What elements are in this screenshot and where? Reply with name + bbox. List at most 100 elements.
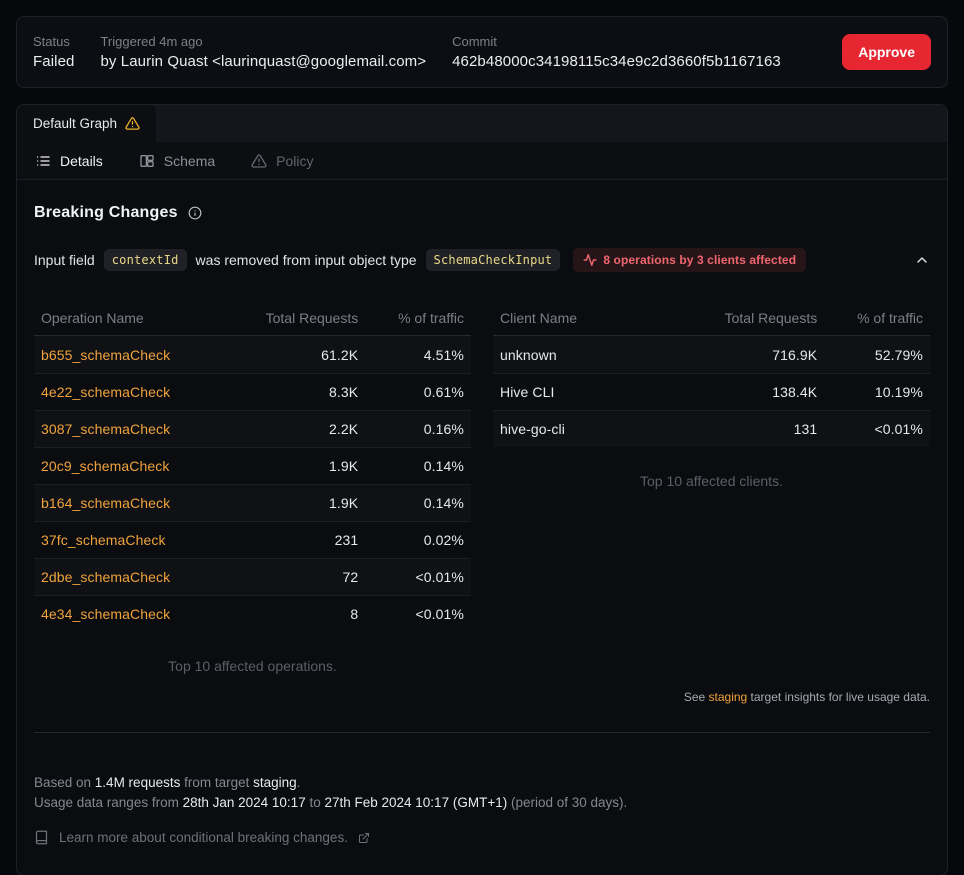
operations-affected-badge: 8 operations by 3 clients affected xyxy=(573,248,807,272)
operation-link[interactable]: 2dbe_schemaCheck xyxy=(41,569,171,585)
target-name: staging xyxy=(253,775,297,790)
operation-link[interactable]: 37fc_schemaCheck xyxy=(41,532,166,548)
check-details-body: Breaking Changes Input field contextId w… xyxy=(17,204,947,865)
graph-tab-strip: Default Graph xyxy=(17,105,947,142)
tab-details[interactable]: Details xyxy=(35,153,103,169)
traffic-percent-cell: 4.51% xyxy=(423,346,464,363)
book-icon xyxy=(34,830,49,845)
table-row: 3087_schemaCheck 2.2K 0.16% xyxy=(34,410,471,447)
operation-link[interactable]: 4e34_schemaCheck xyxy=(41,606,171,622)
table-row: 4e22_schemaCheck 8.3K 0.61% xyxy=(34,373,471,410)
traffic-percent-cell: 10.19% xyxy=(874,384,923,400)
triggered-block: Triggered 4m ago by Laurin Quast <laurin… xyxy=(100,34,426,70)
insights-note: See staging target insights for live usa… xyxy=(34,690,930,704)
tab-schema[interactable]: Schema xyxy=(139,153,215,169)
policy-warning-icon xyxy=(251,153,267,169)
column-header: % of traffic xyxy=(857,309,923,326)
schema-icon xyxy=(139,153,155,169)
graph-warning-icon xyxy=(125,116,140,131)
client-name-cell: hive-go-cli xyxy=(500,421,565,437)
traffic-percent-cell: 52.79% xyxy=(874,346,923,363)
based-on-line: Based on 1.4M requests from target stagi… xyxy=(34,773,930,793)
graph-tab-label: Default Graph xyxy=(33,116,118,131)
breaking-change-accordion-row[interactable]: Input field contextId was removed from i… xyxy=(34,248,930,272)
total-requests-cell: 231 xyxy=(334,532,359,548)
traffic-percent-cell: 0.14% xyxy=(423,495,464,511)
status-block: Status Failed xyxy=(33,34,74,70)
affected-badge-label: 8 operations by 3 clients affected xyxy=(603,253,797,267)
change-type-code: SchemaCheckInput xyxy=(425,249,561,271)
total-requests-cell: 61.2K xyxy=(321,346,359,363)
traffic-percent-cell: 0.61% xyxy=(423,384,464,400)
table-row: hive-go-cli 131 <0.01% xyxy=(493,410,930,447)
footer-divider xyxy=(34,732,930,733)
status-label: Status xyxy=(33,34,70,49)
commit-value: 462b48000c34198115c34e9c2d3660f5b1167163 xyxy=(452,53,781,70)
clients-table-body: unknown 716.9K 52.79% Hive CLI 138.4K 10… xyxy=(493,336,930,447)
range-prefix-text: Usage data ranges from xyxy=(34,795,183,810)
total-requests-cell: 72 xyxy=(342,569,359,585)
table-row: 20c9_schemaCheck 1.9K 0.14% xyxy=(34,447,471,484)
change-text-prefix: Input field xyxy=(34,252,95,268)
range-start-date: 28th Jan 2024 10:17 xyxy=(182,795,306,810)
date-range-line: Usage data ranges from 28th Jan 2024 10:… xyxy=(34,793,930,813)
column-header: % of traffic xyxy=(398,309,464,326)
total-requests-cell: 1.9K xyxy=(329,458,359,474)
external-link-icon xyxy=(358,832,370,844)
triggered-label: Triggered 4m ago xyxy=(100,34,203,49)
learn-more-label: Learn more about conditional breaking ch… xyxy=(59,830,348,845)
operation-link[interactable]: b164_schemaCheck xyxy=(41,495,171,511)
learn-more-link[interactable]: Learn more about conditional breaking ch… xyxy=(34,830,930,845)
operations-table: Operation Name Total Requests % of traff… xyxy=(34,300,471,632)
column-header: Total Requests xyxy=(724,309,818,326)
clients-table-header: Client Name Total Requests % of traffic xyxy=(493,300,930,336)
insights-note-suffix: target insights for live usage data. xyxy=(747,690,930,704)
clients-table-wrap: Client Name Total Requests % of traffic … xyxy=(493,300,930,674)
commit-label: Commit xyxy=(452,34,497,49)
chevron-up-icon[interactable] xyxy=(914,252,930,268)
total-requests-cell: 8.3K xyxy=(329,384,359,400)
from-target-text: from target xyxy=(180,775,254,790)
tab-default-graph[interactable]: Default Graph xyxy=(17,105,157,142)
table-row: b164_schemaCheck 1.9K 0.14% xyxy=(34,484,471,521)
staging-target-link[interactable]: staging xyxy=(708,690,748,704)
total-requests-cell: 1.9K xyxy=(329,495,359,511)
insights-note-prefix: See xyxy=(683,690,709,704)
total-requests-cell: 138.4K xyxy=(772,384,818,400)
usage-tables: Operation Name Total Requests % of traff… xyxy=(34,300,930,674)
range-period-text: (period of 30 days). xyxy=(507,795,628,810)
operation-link[interactable]: 20c9_schemaCheck xyxy=(41,458,170,474)
operation-link[interactable]: b655_schemaCheck xyxy=(41,346,171,363)
range-end-date: 27th Feb 2024 10:17 (GMT+1) xyxy=(324,795,508,810)
based-on-text: Based on xyxy=(34,775,95,790)
column-header: Operation Name xyxy=(41,309,144,326)
approve-button[interactable]: Approve xyxy=(842,33,931,71)
operation-link[interactable]: 3087_schemaCheck xyxy=(41,421,171,437)
tab-schema-label: Schema xyxy=(163,152,216,169)
tab-policy-label: Policy xyxy=(276,152,314,169)
commit-block: Commit 462b48000c34198115c34e9c2d3660f5b… xyxy=(452,34,816,70)
tab-policy[interactable]: Policy xyxy=(251,152,314,169)
request-count: 1.4M requests xyxy=(94,775,181,790)
traffic-percent-cell: <0.01% xyxy=(874,421,923,437)
clients-table-note: Top 10 affected clients. xyxy=(640,473,783,489)
usage-summary: Based on 1.4M requests from target stagi… xyxy=(34,773,930,813)
table-row: b655_schemaCheck 61.2K 4.51% xyxy=(34,336,471,373)
total-requests-cell: 2.2K xyxy=(329,421,359,437)
table-row: 4e34_schemaCheck 8 <0.01% xyxy=(34,595,471,632)
triggered-value: by Laurin Quast <laurinquast@googlemail.… xyxy=(100,53,427,70)
tab-details-label: Details xyxy=(60,152,103,169)
table-row: unknown 716.9K 52.79% xyxy=(493,336,930,373)
schema-check-card: Default Graph Details Schema xyxy=(16,104,948,875)
total-requests-cell: 131 xyxy=(793,421,818,437)
operation-link[interactable]: 4e22_schemaCheck xyxy=(41,384,171,400)
change-text-middle: was removed from input object type xyxy=(195,252,417,268)
activity-icon xyxy=(583,253,597,267)
operations-table-wrap: Operation Name Total Requests % of traff… xyxy=(34,300,471,674)
operations-table-header: Operation Name Total Requests % of traff… xyxy=(34,300,471,336)
traffic-percent-cell: <0.01% xyxy=(415,606,464,622)
clients-table: Client Name Total Requests % of traffic … xyxy=(493,300,930,447)
table-row: 2dbe_schemaCheck 72 <0.01% xyxy=(34,558,471,595)
info-icon[interactable] xyxy=(188,206,202,220)
total-requests-cell: 8 xyxy=(350,606,359,622)
